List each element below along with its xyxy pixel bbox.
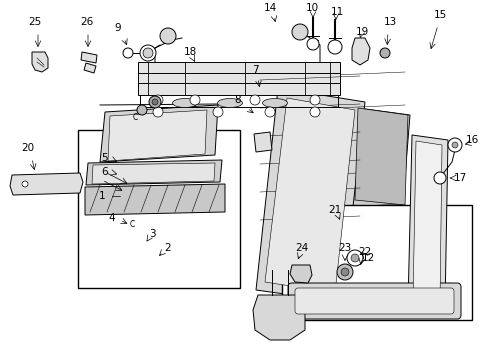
Circle shape (309, 107, 319, 117)
Text: 15: 15 (432, 10, 446, 20)
Polygon shape (252, 295, 305, 340)
Polygon shape (407, 135, 447, 308)
Circle shape (149, 96, 161, 108)
Circle shape (336, 264, 352, 280)
FancyBboxPatch shape (287, 283, 460, 319)
Text: 4: 4 (108, 213, 115, 223)
Circle shape (433, 172, 445, 184)
Text: 22: 22 (358, 247, 371, 257)
FancyBboxPatch shape (294, 288, 453, 314)
Text: 21: 21 (328, 205, 341, 215)
Circle shape (22, 181, 28, 187)
Text: 1: 1 (99, 191, 105, 201)
Circle shape (350, 254, 358, 262)
Text: 25: 25 (28, 17, 41, 27)
Text: 6: 6 (102, 167, 108, 177)
Circle shape (160, 28, 176, 44)
Text: 12: 12 (361, 253, 374, 263)
Text: C: C (130, 220, 135, 230)
Circle shape (447, 138, 461, 152)
Text: 8: 8 (234, 95, 241, 105)
Polygon shape (412, 141, 441, 302)
Circle shape (153, 107, 163, 117)
Circle shape (190, 95, 200, 105)
Polygon shape (86, 160, 222, 185)
Text: C: C (132, 113, 137, 122)
Text: 11: 11 (330, 7, 343, 17)
Text: 5: 5 (102, 153, 108, 163)
Circle shape (213, 107, 223, 117)
Ellipse shape (262, 99, 287, 108)
Text: 16: 16 (465, 135, 478, 145)
Circle shape (340, 268, 348, 276)
Text: 14: 14 (263, 3, 276, 13)
Polygon shape (354, 108, 407, 205)
Circle shape (309, 95, 319, 105)
Polygon shape (10, 173, 83, 195)
Circle shape (140, 45, 156, 61)
Ellipse shape (217, 99, 242, 108)
Text: 9: 9 (115, 23, 121, 33)
Polygon shape (351, 38, 369, 65)
Text: 13: 13 (383, 17, 396, 27)
Circle shape (327, 40, 341, 54)
Circle shape (123, 48, 133, 58)
Circle shape (291, 24, 307, 40)
Polygon shape (84, 63, 96, 73)
Polygon shape (256, 88, 364, 302)
Circle shape (306, 38, 318, 50)
Text: 26: 26 (80, 17, 93, 27)
Text: 3: 3 (148, 229, 155, 239)
Polygon shape (81, 52, 97, 63)
Text: 17: 17 (452, 173, 466, 183)
Text: 2: 2 (164, 243, 171, 253)
Polygon shape (100, 105, 218, 162)
Polygon shape (108, 110, 206, 161)
Circle shape (152, 99, 158, 105)
Polygon shape (85, 184, 224, 215)
Bar (78, 130, 240, 288)
Text: 19: 19 (355, 27, 368, 37)
Circle shape (249, 95, 260, 105)
Polygon shape (92, 163, 215, 184)
Text: 23: 23 (338, 243, 351, 253)
Circle shape (264, 107, 274, 117)
Circle shape (153, 95, 163, 105)
Ellipse shape (172, 99, 197, 108)
Bar (138, 62, 339, 95)
Circle shape (142, 48, 153, 58)
Circle shape (451, 142, 457, 148)
Polygon shape (264, 98, 354, 293)
Circle shape (379, 48, 389, 58)
Bar (282, 205, 471, 320)
Text: 10: 10 (305, 3, 318, 13)
Circle shape (346, 250, 362, 266)
Text: 18: 18 (183, 47, 196, 57)
Polygon shape (253, 132, 271, 152)
Circle shape (137, 105, 147, 115)
Polygon shape (329, 108, 409, 302)
Text: 20: 20 (21, 143, 35, 153)
Polygon shape (32, 52, 48, 72)
Polygon shape (289, 265, 311, 283)
Text: 24: 24 (295, 243, 308, 253)
Text: 7: 7 (251, 65, 258, 75)
